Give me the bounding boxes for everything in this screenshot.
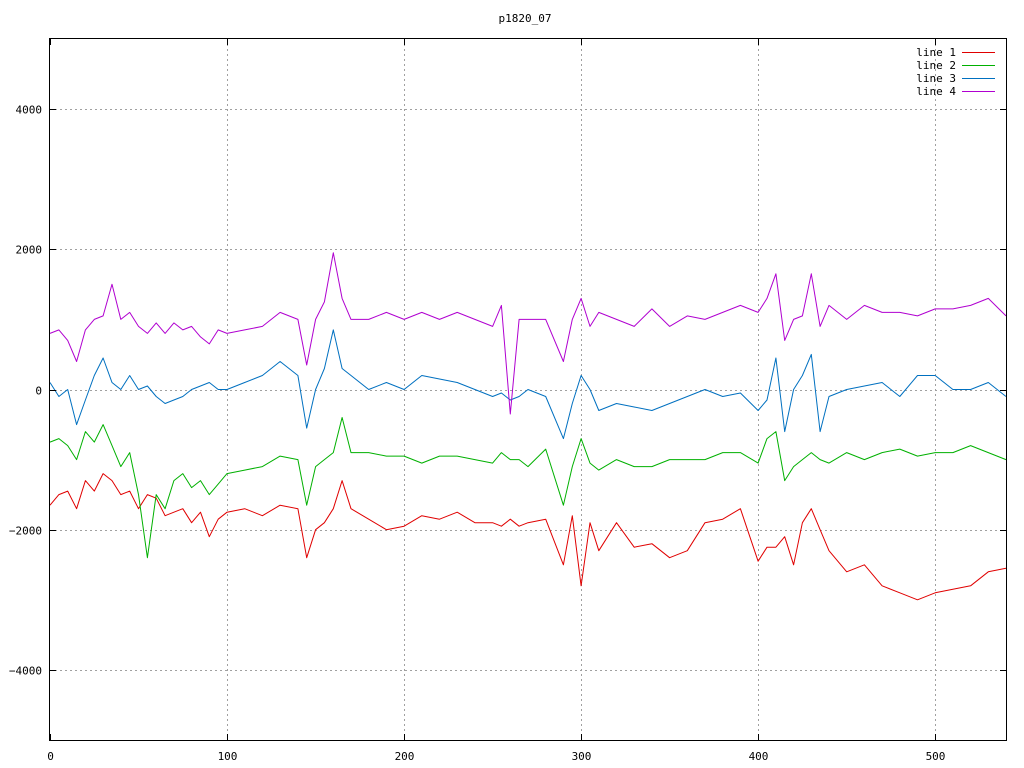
x-tick-label: 500 (926, 750, 946, 763)
x-tick-label: 100 (218, 750, 238, 763)
y-tick-label: −2000 (9, 525, 42, 538)
series-line-1 (49, 473, 1007, 601)
legend-label: line 1 (916, 46, 956, 59)
x-tick-label: 300 (572, 750, 592, 763)
y-tick-label: 4000 (16, 104, 43, 117)
x-tick-label: 400 (749, 750, 769, 763)
y-tick-label: 0 (35, 385, 42, 398)
series-line-4 (49, 252, 1007, 415)
series-group (49, 252, 1007, 601)
chart-title: p1820_07 (499, 12, 552, 25)
plot-frame (49, 38, 1007, 741)
y-tick-label: −4000 (9, 665, 42, 678)
legend-label: line 2 (916, 59, 956, 72)
legend-label: line 4 (916, 85, 956, 98)
x-tick-label: 200 (395, 750, 415, 763)
y-tick-label: 2000 (16, 244, 43, 257)
series-line-3 (49, 329, 1007, 440)
series-line-2 (49, 417, 1007, 559)
legend-label: line 3 (916, 72, 956, 85)
axis-ticks: 0 100 200 300 400 500 −4000 −2000 0 2000 4000 (9, 39, 1006, 763)
x-tick-label: 0 (47, 750, 54, 763)
